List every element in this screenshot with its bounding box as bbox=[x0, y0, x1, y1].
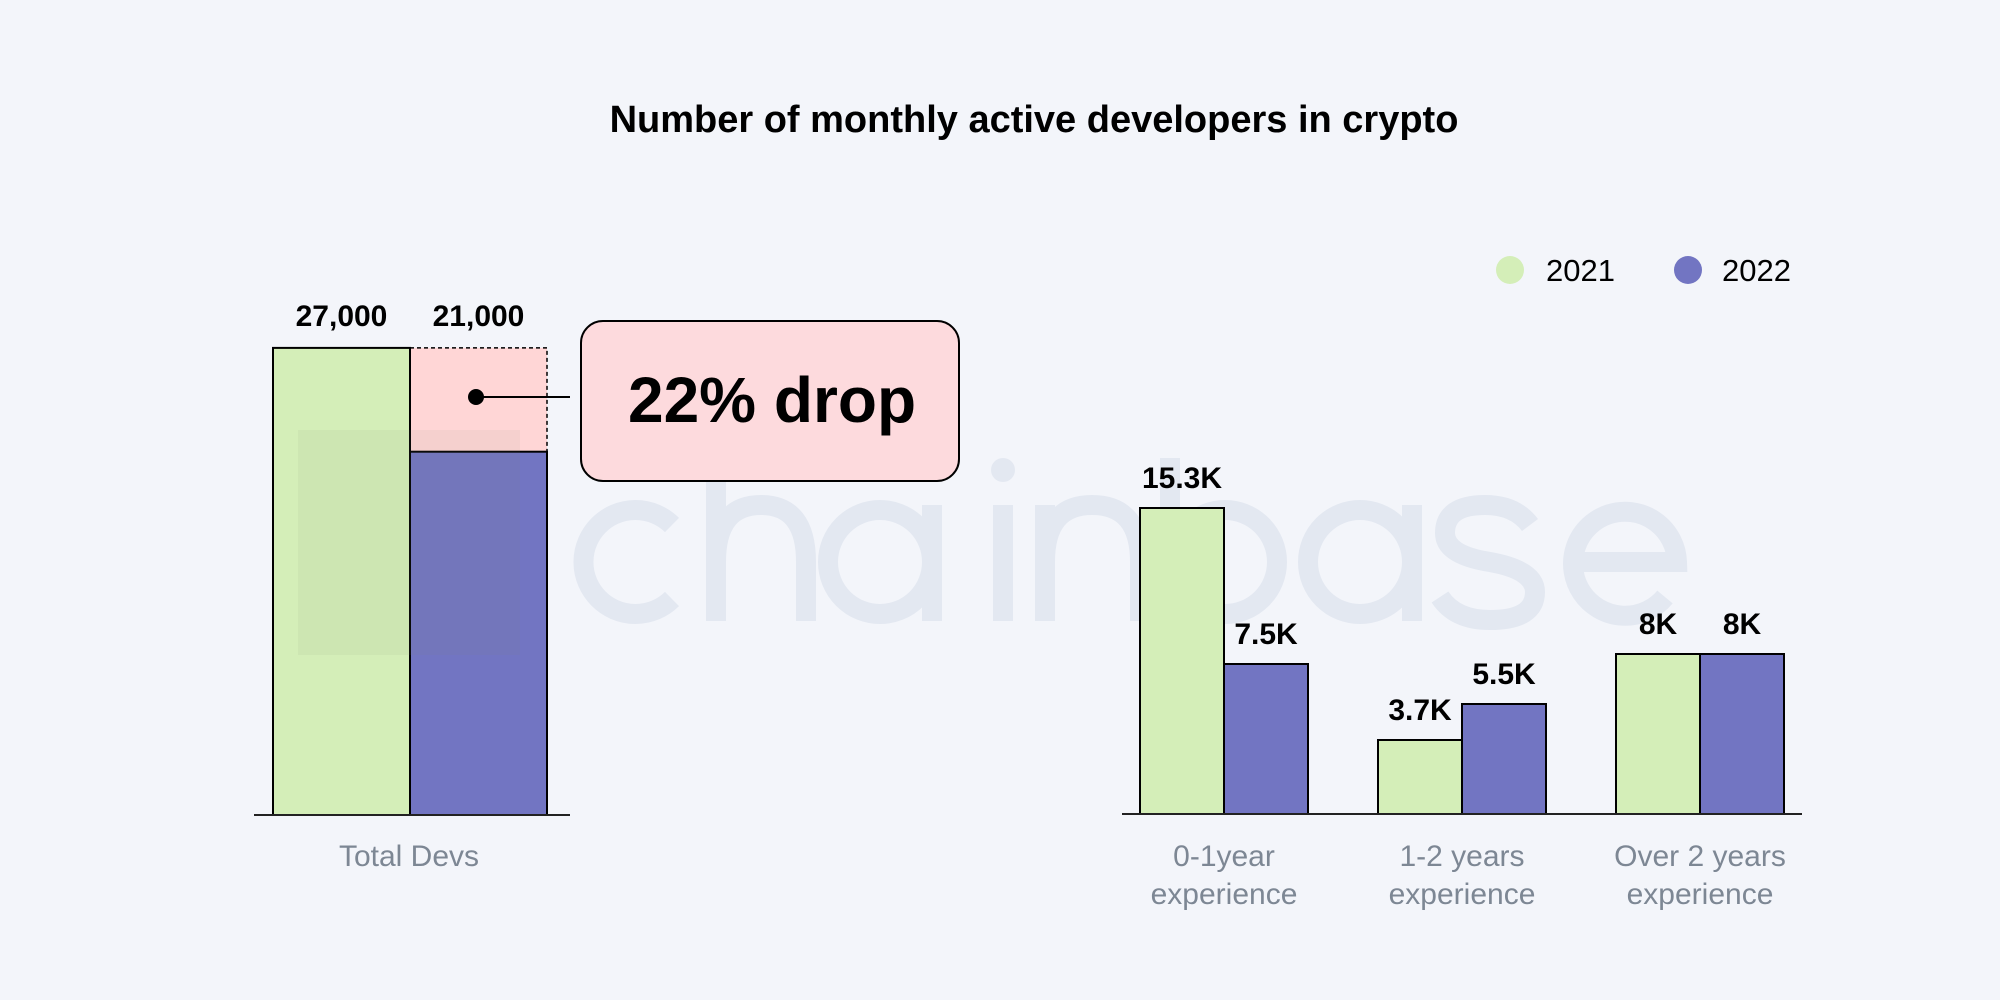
category-label: 1-2 years bbox=[1399, 840, 1524, 873]
legend-marker-2022 bbox=[1674, 256, 1702, 284]
bar-3-2021 bbox=[1615, 653, 1701, 815]
category-label: Total Devs bbox=[339, 840, 479, 873]
drop-callout: 22% drop bbox=[580, 320, 960, 482]
chart-title: Number of monthly active developers in c… bbox=[610, 99, 1459, 141]
category-label: Over 2 years bbox=[1614, 840, 1786, 873]
category-label: experience bbox=[1389, 878, 1536, 911]
watermark-logo bbox=[573, 458, 1688, 631]
category-label: experience bbox=[1151, 878, 1298, 911]
value-label: 8K bbox=[1723, 608, 1762, 641]
watermark-letter-n bbox=[1035, 494, 1150, 621]
total-devs-chart: 27,000 21,000 Total Devs bbox=[254, 300, 570, 873]
watermark-letter-a bbox=[818, 500, 942, 624]
value-label: 7.5K bbox=[1234, 618, 1298, 651]
watermark-letter-h bbox=[706, 458, 816, 621]
value-label-total-2022: 21,000 bbox=[433, 300, 525, 333]
bar-2-2022 bbox=[1461, 703, 1547, 815]
watermark-letter-a2 bbox=[1298, 500, 1422, 624]
value-label-total-2021: 27,000 bbox=[296, 300, 388, 333]
legend-label-2021: 2021 bbox=[1546, 253, 1615, 288]
category-label: experience bbox=[1627, 878, 1774, 911]
bar-1-2021 bbox=[1139, 507, 1225, 815]
category-label: 0-1year bbox=[1173, 840, 1275, 873]
legend: 2021 2022 bbox=[1496, 253, 1791, 288]
watermark-logo-square bbox=[298, 430, 520, 655]
experience-chart: 15.3K 7.5K 0-1year experience 3.7K 5.5K 1-2 ye… bbox=[1122, 462, 1802, 911]
watermark-letter-c bbox=[573, 500, 680, 624]
callout-box bbox=[580, 320, 960, 482]
bar-1-2022 bbox=[1223, 663, 1309, 815]
watermark-logo-mark bbox=[298, 430, 520, 655]
value-label: 5.5K bbox=[1472, 658, 1536, 691]
callout-dot bbox=[468, 389, 484, 405]
legend-marker-2021 bbox=[1496, 256, 1524, 284]
value-label: 15.3K bbox=[1142, 462, 1222, 495]
value-label: 3.7K bbox=[1388, 694, 1452, 727]
watermark-letter-s bbox=[1431, 494, 1546, 631]
watermark-letter-i-dot bbox=[991, 458, 1015, 482]
callout-text: 22% drop bbox=[628, 364, 916, 436]
value-label: 8K bbox=[1639, 608, 1678, 641]
legend-label-2022: 2022 bbox=[1722, 253, 1791, 288]
bar-2-2021 bbox=[1377, 739, 1463, 815]
watermark-letter-e bbox=[1563, 501, 1688, 626]
bar-3-2022 bbox=[1699, 653, 1785, 815]
